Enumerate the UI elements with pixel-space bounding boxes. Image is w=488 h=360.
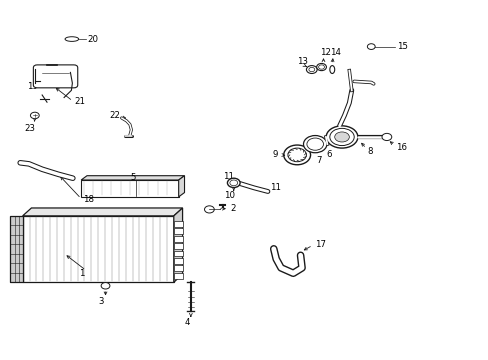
Bar bbox=[10, 216, 22, 282]
Text: 16: 16 bbox=[395, 143, 406, 152]
Ellipse shape bbox=[283, 145, 310, 165]
Ellipse shape bbox=[325, 126, 357, 148]
Text: 12: 12 bbox=[320, 48, 330, 57]
Text: 1: 1 bbox=[79, 269, 84, 278]
Ellipse shape bbox=[306, 138, 323, 150]
Bar bbox=[173, 228, 182, 234]
Circle shape bbox=[229, 180, 237, 186]
Circle shape bbox=[366, 44, 374, 49]
Polygon shape bbox=[22, 216, 173, 282]
Bar bbox=[81, 180, 178, 197]
Text: 2: 2 bbox=[229, 204, 235, 213]
Text: 15: 15 bbox=[396, 42, 407, 51]
Bar bbox=[173, 265, 182, 271]
Bar bbox=[173, 243, 182, 249]
Text: 8: 8 bbox=[366, 147, 372, 156]
Bar bbox=[173, 221, 182, 227]
Circle shape bbox=[204, 206, 214, 213]
Text: 4: 4 bbox=[184, 318, 190, 327]
Ellipse shape bbox=[329, 66, 334, 73]
Text: 19: 19 bbox=[27, 82, 39, 91]
Circle shape bbox=[30, 112, 39, 119]
Polygon shape bbox=[81, 176, 184, 180]
Text: 6: 6 bbox=[326, 150, 331, 159]
Bar bbox=[173, 251, 182, 256]
FancyBboxPatch shape bbox=[33, 65, 78, 88]
Bar bbox=[173, 273, 182, 279]
Circle shape bbox=[381, 134, 391, 140]
Ellipse shape bbox=[329, 129, 353, 145]
Text: 22: 22 bbox=[109, 111, 120, 120]
Text: 3: 3 bbox=[99, 297, 104, 306]
Ellipse shape bbox=[303, 135, 326, 153]
Circle shape bbox=[306, 66, 317, 73]
Text: 23: 23 bbox=[24, 124, 35, 133]
Circle shape bbox=[318, 65, 324, 69]
Text: 5: 5 bbox=[130, 173, 136, 182]
Text: 11: 11 bbox=[222, 172, 233, 181]
Text: 10: 10 bbox=[224, 191, 235, 200]
Ellipse shape bbox=[287, 148, 306, 162]
Bar bbox=[173, 258, 182, 264]
Text: 14: 14 bbox=[330, 48, 341, 57]
Ellipse shape bbox=[334, 132, 348, 142]
Text: 18: 18 bbox=[82, 195, 93, 204]
Text: 21: 21 bbox=[75, 97, 85, 106]
Polygon shape bbox=[173, 208, 182, 282]
Circle shape bbox=[227, 178, 240, 188]
Circle shape bbox=[316, 63, 326, 71]
Text: 13: 13 bbox=[297, 57, 307, 66]
Circle shape bbox=[101, 283, 110, 289]
Bar bbox=[173, 236, 182, 242]
Text: 9: 9 bbox=[272, 150, 277, 159]
Ellipse shape bbox=[65, 37, 79, 41]
Text: 7: 7 bbox=[316, 156, 322, 165]
Text: 20: 20 bbox=[87, 35, 98, 44]
Polygon shape bbox=[178, 176, 184, 197]
Polygon shape bbox=[22, 208, 182, 216]
Text: 17: 17 bbox=[315, 240, 325, 249]
Circle shape bbox=[308, 67, 314, 72]
Text: 11: 11 bbox=[269, 183, 280, 192]
